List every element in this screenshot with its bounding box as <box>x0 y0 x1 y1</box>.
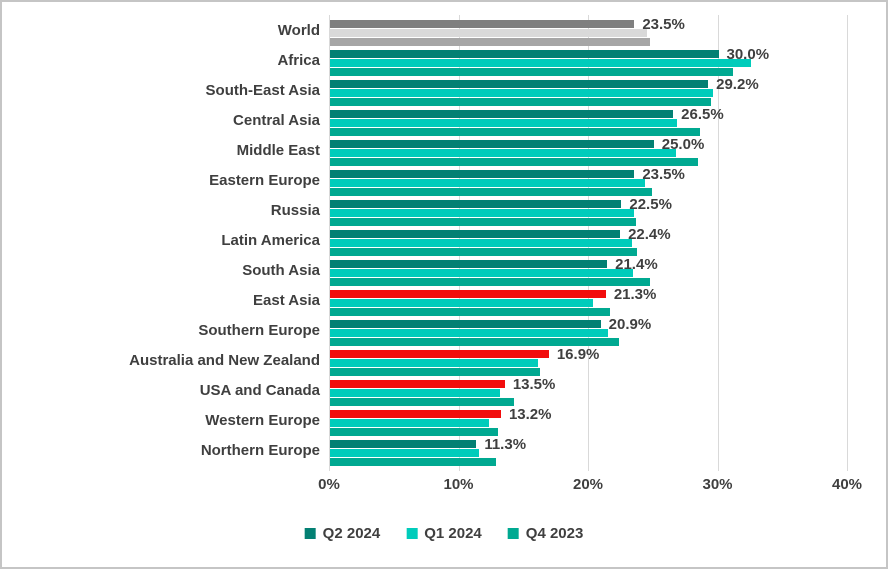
bar-q2-2024 <box>330 200 622 208</box>
bar-q4-2023 <box>330 98 711 106</box>
data-label: 23.5% <box>642 16 685 33</box>
data-label: 30.0% <box>726 46 770 63</box>
category-label: Central Asia <box>233 112 320 129</box>
bar-q2-2024 <box>330 140 654 148</box>
bar-q2-2024 <box>330 260 608 268</box>
data-label: 16.9% <box>556 346 600 363</box>
bar-q2-2024 <box>330 350 549 358</box>
category-label: Southern Europe <box>198 322 320 339</box>
x-tick-label: 20% <box>572 476 604 493</box>
bar-q4-2023 <box>330 248 637 256</box>
bar-q1-2024 <box>330 179 645 187</box>
legend-item-q4-2023: Q4 2023 <box>507 525 584 542</box>
x-tick-label: 0% <box>318 476 340 493</box>
category-label: USA and Canada <box>199 382 320 399</box>
category-label: World <box>277 22 320 39</box>
legend-label-q2-2024: Q2 2024 <box>322 525 381 542</box>
data-label: 22.4% <box>628 226 671 243</box>
data-label: 25.0% <box>661 136 705 153</box>
bar-q2-2024 <box>330 440 477 448</box>
bar-q4-2023 <box>330 68 733 76</box>
category-label: South-East Asia <box>205 82 320 99</box>
bar-q2-2024 <box>330 410 501 418</box>
bar-q4-2023 <box>330 338 619 346</box>
category-label: Latin America <box>221 232 320 249</box>
data-label: 21.3% <box>613 286 657 303</box>
bar-q1-2024 <box>330 419 490 427</box>
bar-q2-2024 <box>330 80 709 88</box>
data-label: 13.2% <box>508 406 552 423</box>
data-label: 23.5% <box>642 166 685 183</box>
category-label: Northern Europe <box>200 442 320 459</box>
legend-label-q4-2023: Q4 2023 <box>525 525 584 542</box>
bar-q1-2024 <box>330 89 714 97</box>
bar-q1-2024 <box>330 209 635 217</box>
data-label: 26.5% <box>681 106 724 123</box>
legend-item-q2-2024: Q2 2024 <box>304 525 381 542</box>
bar-q1-2024 <box>330 329 609 337</box>
bar-q1-2024 <box>330 119 678 127</box>
legend-swatch-q4-2023 <box>507 528 519 539</box>
bar-q4-2023 <box>330 218 636 226</box>
bar-q2-2024 <box>330 110 674 118</box>
x-tick-label: 40% <box>831 476 863 493</box>
data-label: 29.2% <box>716 76 759 93</box>
bar-q4-2023 <box>330 38 650 46</box>
bar-q1-2024 <box>330 59 751 67</box>
bar-q2-2024 <box>330 170 635 178</box>
data-label: 13.5% <box>512 376 556 393</box>
bar-q2-2024 <box>330 380 505 388</box>
gridline-0% <box>329 15 330 471</box>
bar-q1-2024 <box>330 149 676 157</box>
bar-q4-2023 <box>330 128 701 136</box>
bar-q2-2024 <box>330 20 635 28</box>
bar-q1-2024 <box>330 299 593 307</box>
gridline-40% <box>847 15 848 471</box>
category-label: Middle East <box>236 142 320 159</box>
bar-q2-2024 <box>330 320 601 328</box>
x-tick-label: 10% <box>443 476 474 493</box>
category-label: Western Europe <box>205 412 320 429</box>
category-label: Africa <box>277 52 320 69</box>
bar-q4-2023 <box>330 188 653 196</box>
bar-q4-2023 <box>330 158 698 166</box>
legend-swatch-q1-2024 <box>406 528 418 539</box>
legend-item-q1-2024: Q1 2024 <box>406 525 482 542</box>
bar-q1-2024 <box>330 239 632 247</box>
legend-label-q1-2024: Q1 2024 <box>424 525 482 542</box>
category-label: Australia and New Zealand <box>129 352 320 369</box>
category-label: East Asia <box>253 292 320 309</box>
bar-q1-2024 <box>330 359 539 367</box>
bar-q4-2023 <box>330 398 514 406</box>
data-label: 22.5% <box>629 196 672 213</box>
data-label: 21.4% <box>615 256 658 273</box>
gridline-30% <box>717 15 719 471</box>
bar-q1-2024 <box>330 449 479 457</box>
bar-q1-2024 <box>330 269 634 277</box>
x-tick-label: 30% <box>702 476 733 493</box>
bar-q4-2023 <box>330 368 540 376</box>
bar-q4-2023 <box>330 458 496 466</box>
bar-q4-2023 <box>330 308 610 316</box>
bar-q2-2024 <box>330 290 606 298</box>
category-label: Eastern Europe <box>209 172 320 189</box>
data-label: 20.9% <box>608 316 652 333</box>
data-label: 11.3% <box>484 436 527 453</box>
bar-q4-2023 <box>330 428 499 436</box>
category-label: Russia <box>270 202 320 219</box>
bar-q2-2024 <box>330 50 719 58</box>
category-label: South Asia <box>242 262 320 279</box>
bar-q1-2024 <box>330 389 500 397</box>
bar-q2-2024 <box>330 230 621 238</box>
bar-q1-2024 <box>330 29 648 37</box>
legend-swatch-q2-2024 <box>304 528 316 539</box>
bar-q4-2023 <box>330 278 650 286</box>
legend: Q2 2024 Q1 2024 Q4 2023 <box>304 525 584 542</box>
